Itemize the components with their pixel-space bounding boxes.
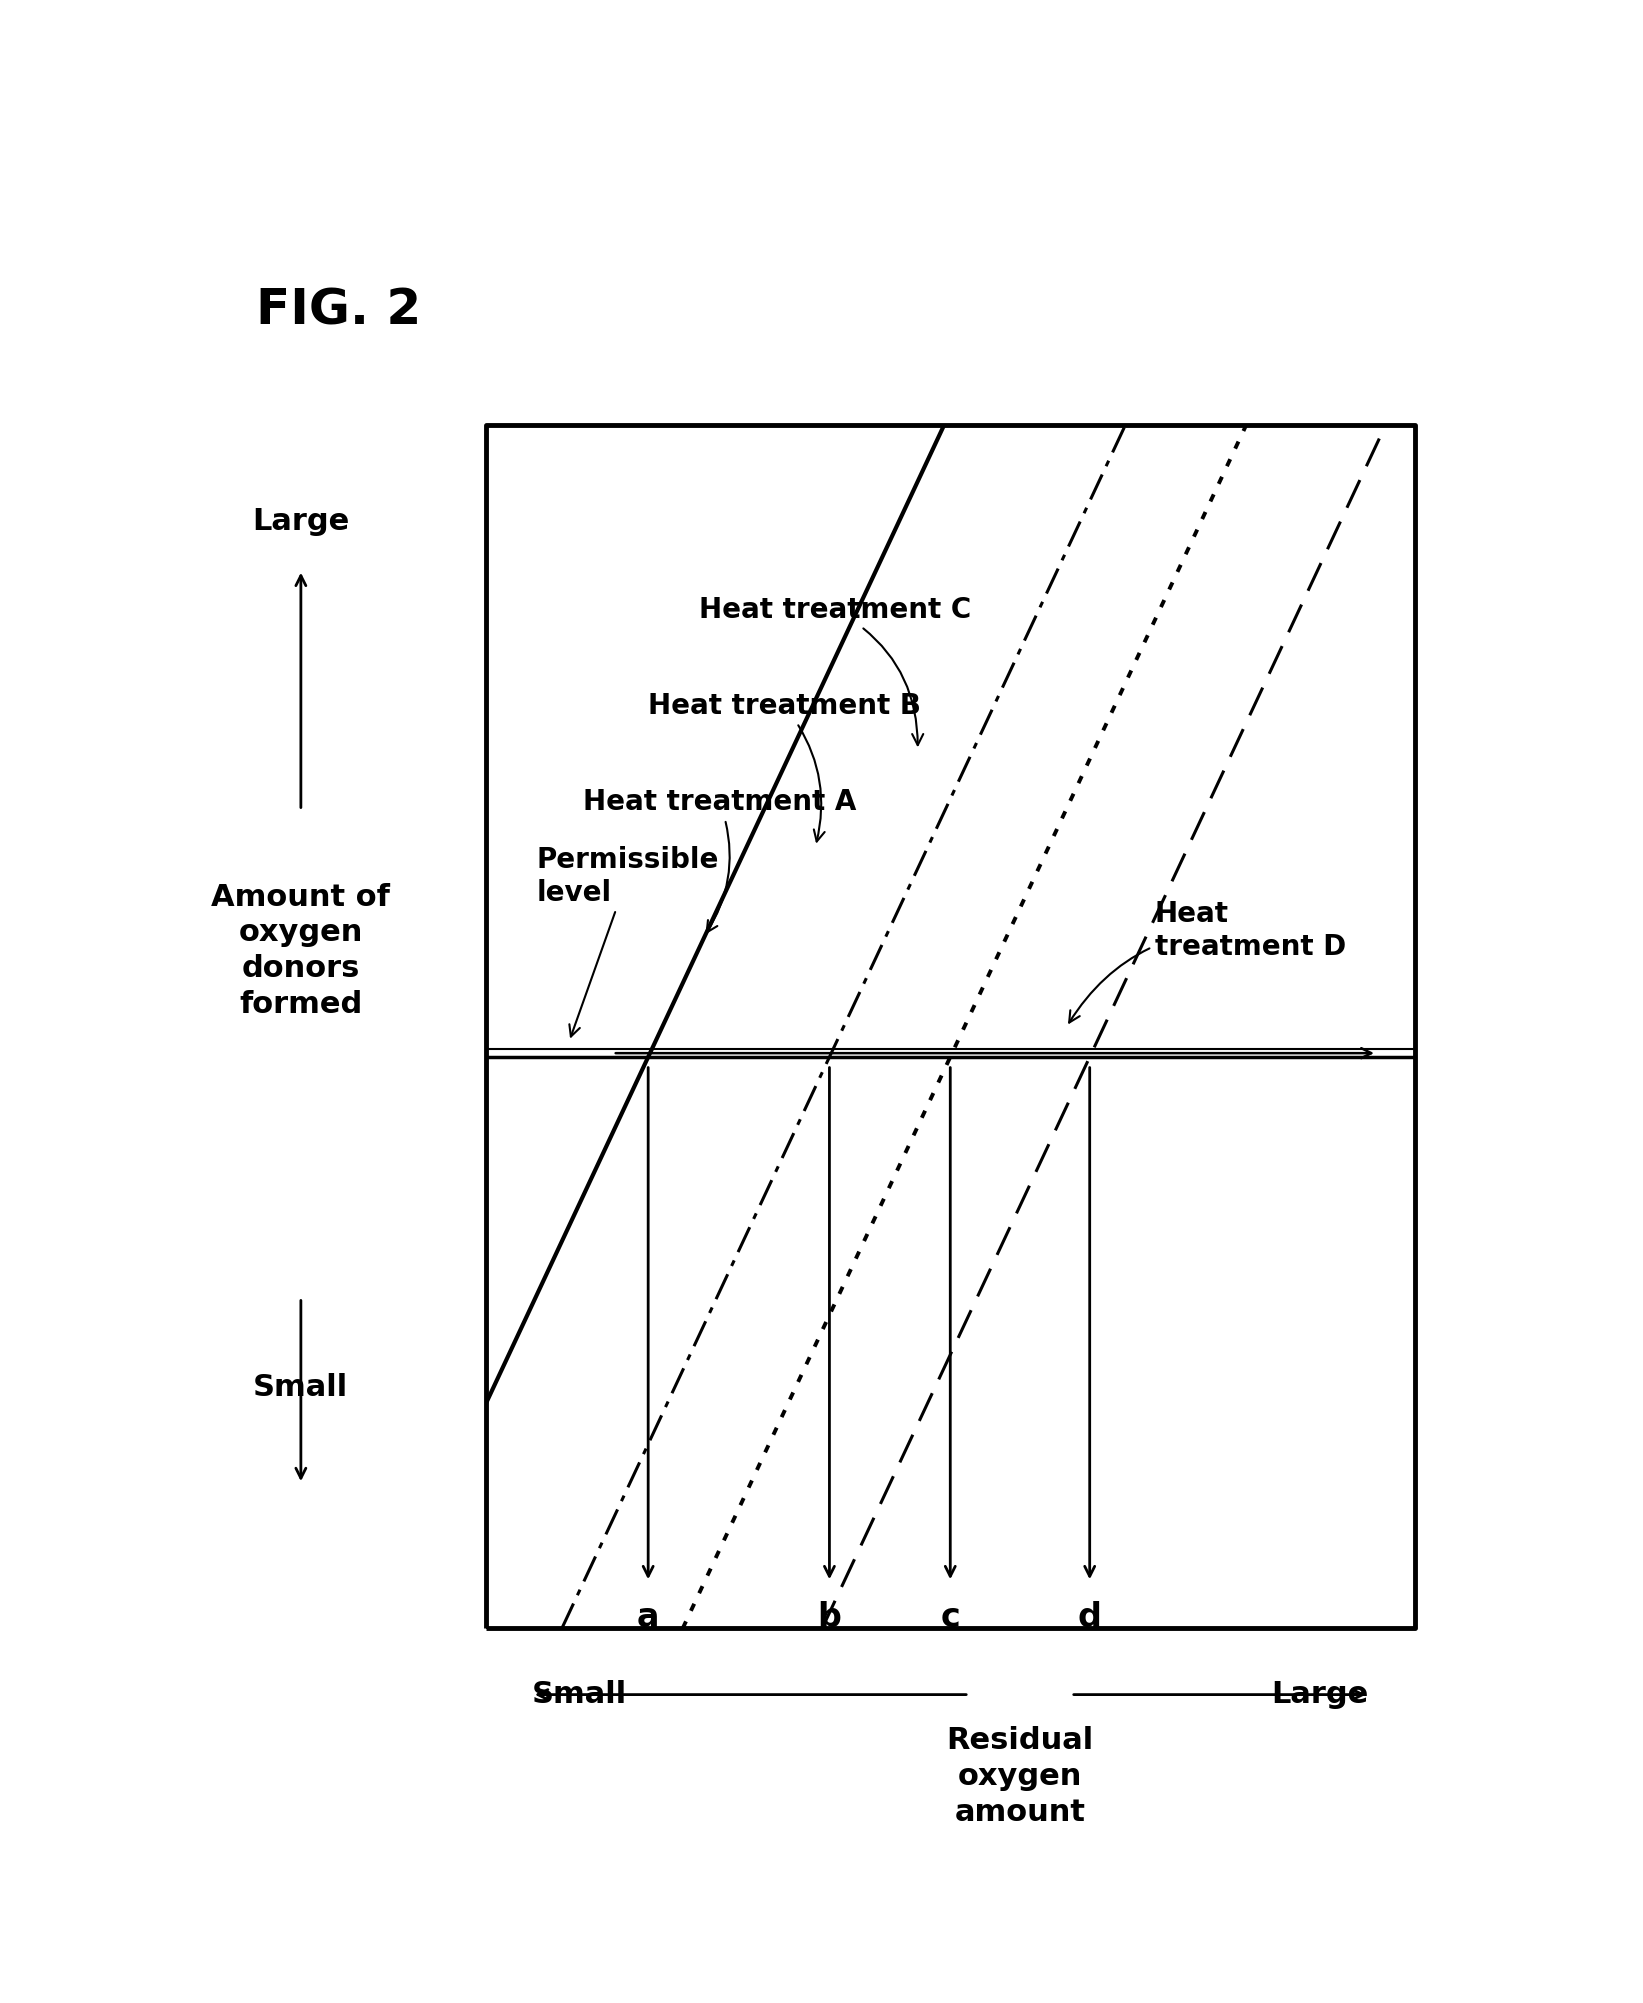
Text: Permissible
level: Permissible level (537, 845, 720, 1038)
Text: d: d (1078, 1600, 1102, 1634)
Text: Small: Small (532, 1681, 628, 1709)
Text: c: c (940, 1600, 960, 1634)
Text: Heat
treatment D: Heat treatment D (1070, 901, 1346, 1024)
Text: Heat treatment A: Heat treatment A (583, 789, 856, 933)
Text: FIG. 2: FIG. 2 (256, 286, 422, 335)
Text: b: b (818, 1600, 841, 1634)
Text: Heat treatment C: Heat treatment C (700, 597, 971, 745)
Text: Amount of
oxygen
donors
formed: Amount of oxygen donors formed (212, 883, 391, 1020)
Text: Heat treatment B: Heat treatment B (649, 693, 922, 841)
Text: a: a (637, 1600, 659, 1634)
Text: Large: Large (253, 507, 350, 537)
Text: Residual
oxygen
amount: Residual oxygen amount (946, 1727, 1094, 1827)
Text: Large: Large (1272, 1681, 1369, 1709)
Text: Small: Small (253, 1374, 348, 1402)
